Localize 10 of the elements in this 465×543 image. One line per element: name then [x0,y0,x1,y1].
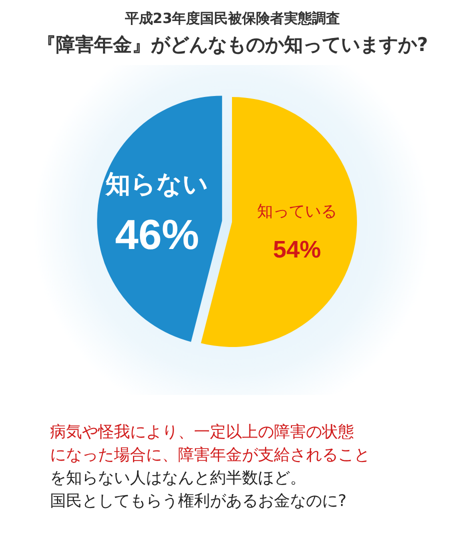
chart-title: 平成23年度国民被保険者実態調査 [124,10,342,28]
slice-label: 知っている [256,204,337,221]
data-label: 46% [115,211,200,258]
slice-label: 知らない [104,170,209,199]
text: 病気や怪我により、一定以上の障害の状態 [50,421,355,443]
text: 国民としてもらう権利があるお金なのに? [50,490,348,512]
chart-subtitle: 『障害年金』がどんなものか知っていますか? [36,33,430,58]
data-label: 54% [272,236,322,264]
text: を知らない人はなんと約半数ほど。 [50,467,307,489]
text: になった場合に、障害年金が支給されること [50,444,370,466]
